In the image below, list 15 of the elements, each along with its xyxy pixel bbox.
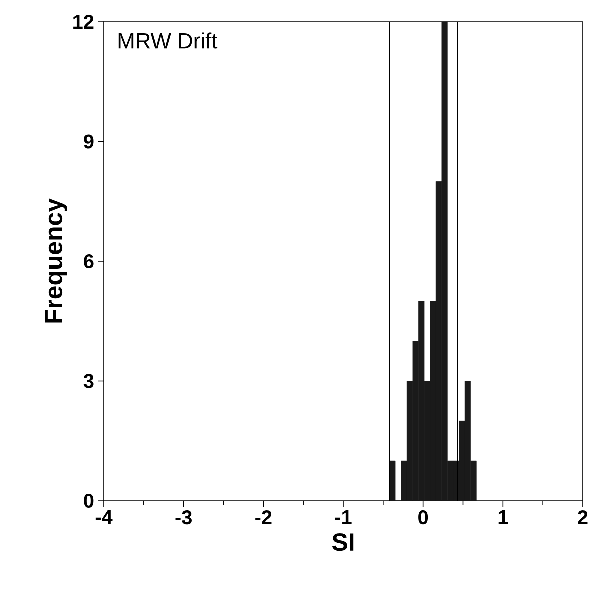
y-tick-label: 0 xyxy=(84,494,94,508)
x-axis-title: SI xyxy=(332,533,354,552)
y-tick-label: 6 xyxy=(84,254,94,269)
chart-title: MRW Drift xyxy=(118,32,218,49)
y-tick-label: 12 xyxy=(74,15,94,29)
x-tick-label: 2 xyxy=(578,510,588,524)
x-tick-label: -2 xyxy=(256,510,272,524)
x-tick-label: 1 xyxy=(498,510,508,524)
x-tick-label: 0 xyxy=(418,510,428,525)
y-tick-label: 3 xyxy=(84,374,94,388)
x-tick-label: -1 xyxy=(336,510,352,524)
y-axis-title: Frequency xyxy=(45,198,68,323)
x-tick-label: -3 xyxy=(176,510,192,525)
y-tick-label: 9 xyxy=(84,134,94,149)
x-tick-label: -4 xyxy=(96,510,113,524)
